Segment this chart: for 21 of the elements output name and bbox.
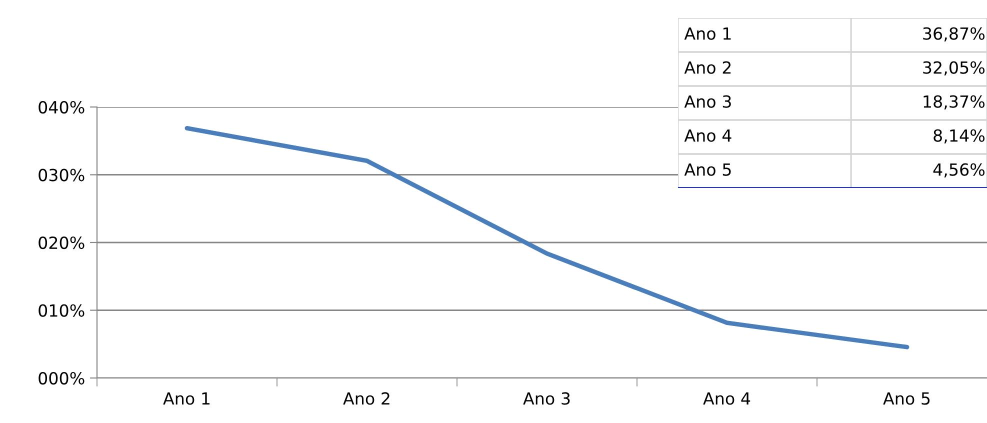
category-label: Ano 3 bbox=[684, 95, 731, 108]
x-tick-label: Ano 1 bbox=[163, 392, 210, 405]
category-label: Ano 1 bbox=[684, 27, 731, 40]
y-tick-label: 000% bbox=[38, 372, 84, 385]
x-tick-label: Ano 2 bbox=[343, 392, 390, 405]
category-label: Ano 5 bbox=[684, 163, 731, 176]
text: 8,14% bbox=[934, 129, 985, 144]
x-tick-label: Ano 4 bbox=[703, 392, 750, 405]
y-tick-label: 010% bbox=[38, 304, 84, 317]
y-tick-label: 030% bbox=[38, 168, 84, 182]
text: 32,05% bbox=[923, 61, 985, 76]
category-label: Ano 4 bbox=[684, 129, 732, 142]
text: 36,87% bbox=[923, 27, 985, 42]
text: 4,56% bbox=[933, 163, 985, 178]
x-tick-label: Ano 3 bbox=[523, 392, 570, 405]
line-series bbox=[184, 126, 910, 350]
y-tick-label: 040% bbox=[38, 100, 84, 114]
y-tick-label: 020% bbox=[38, 236, 84, 250]
x-tick-label: Ano 5 bbox=[883, 392, 930, 405]
text: 18,37% bbox=[924, 95, 985, 110]
category-label: Ano 2 bbox=[684, 61, 731, 74]
